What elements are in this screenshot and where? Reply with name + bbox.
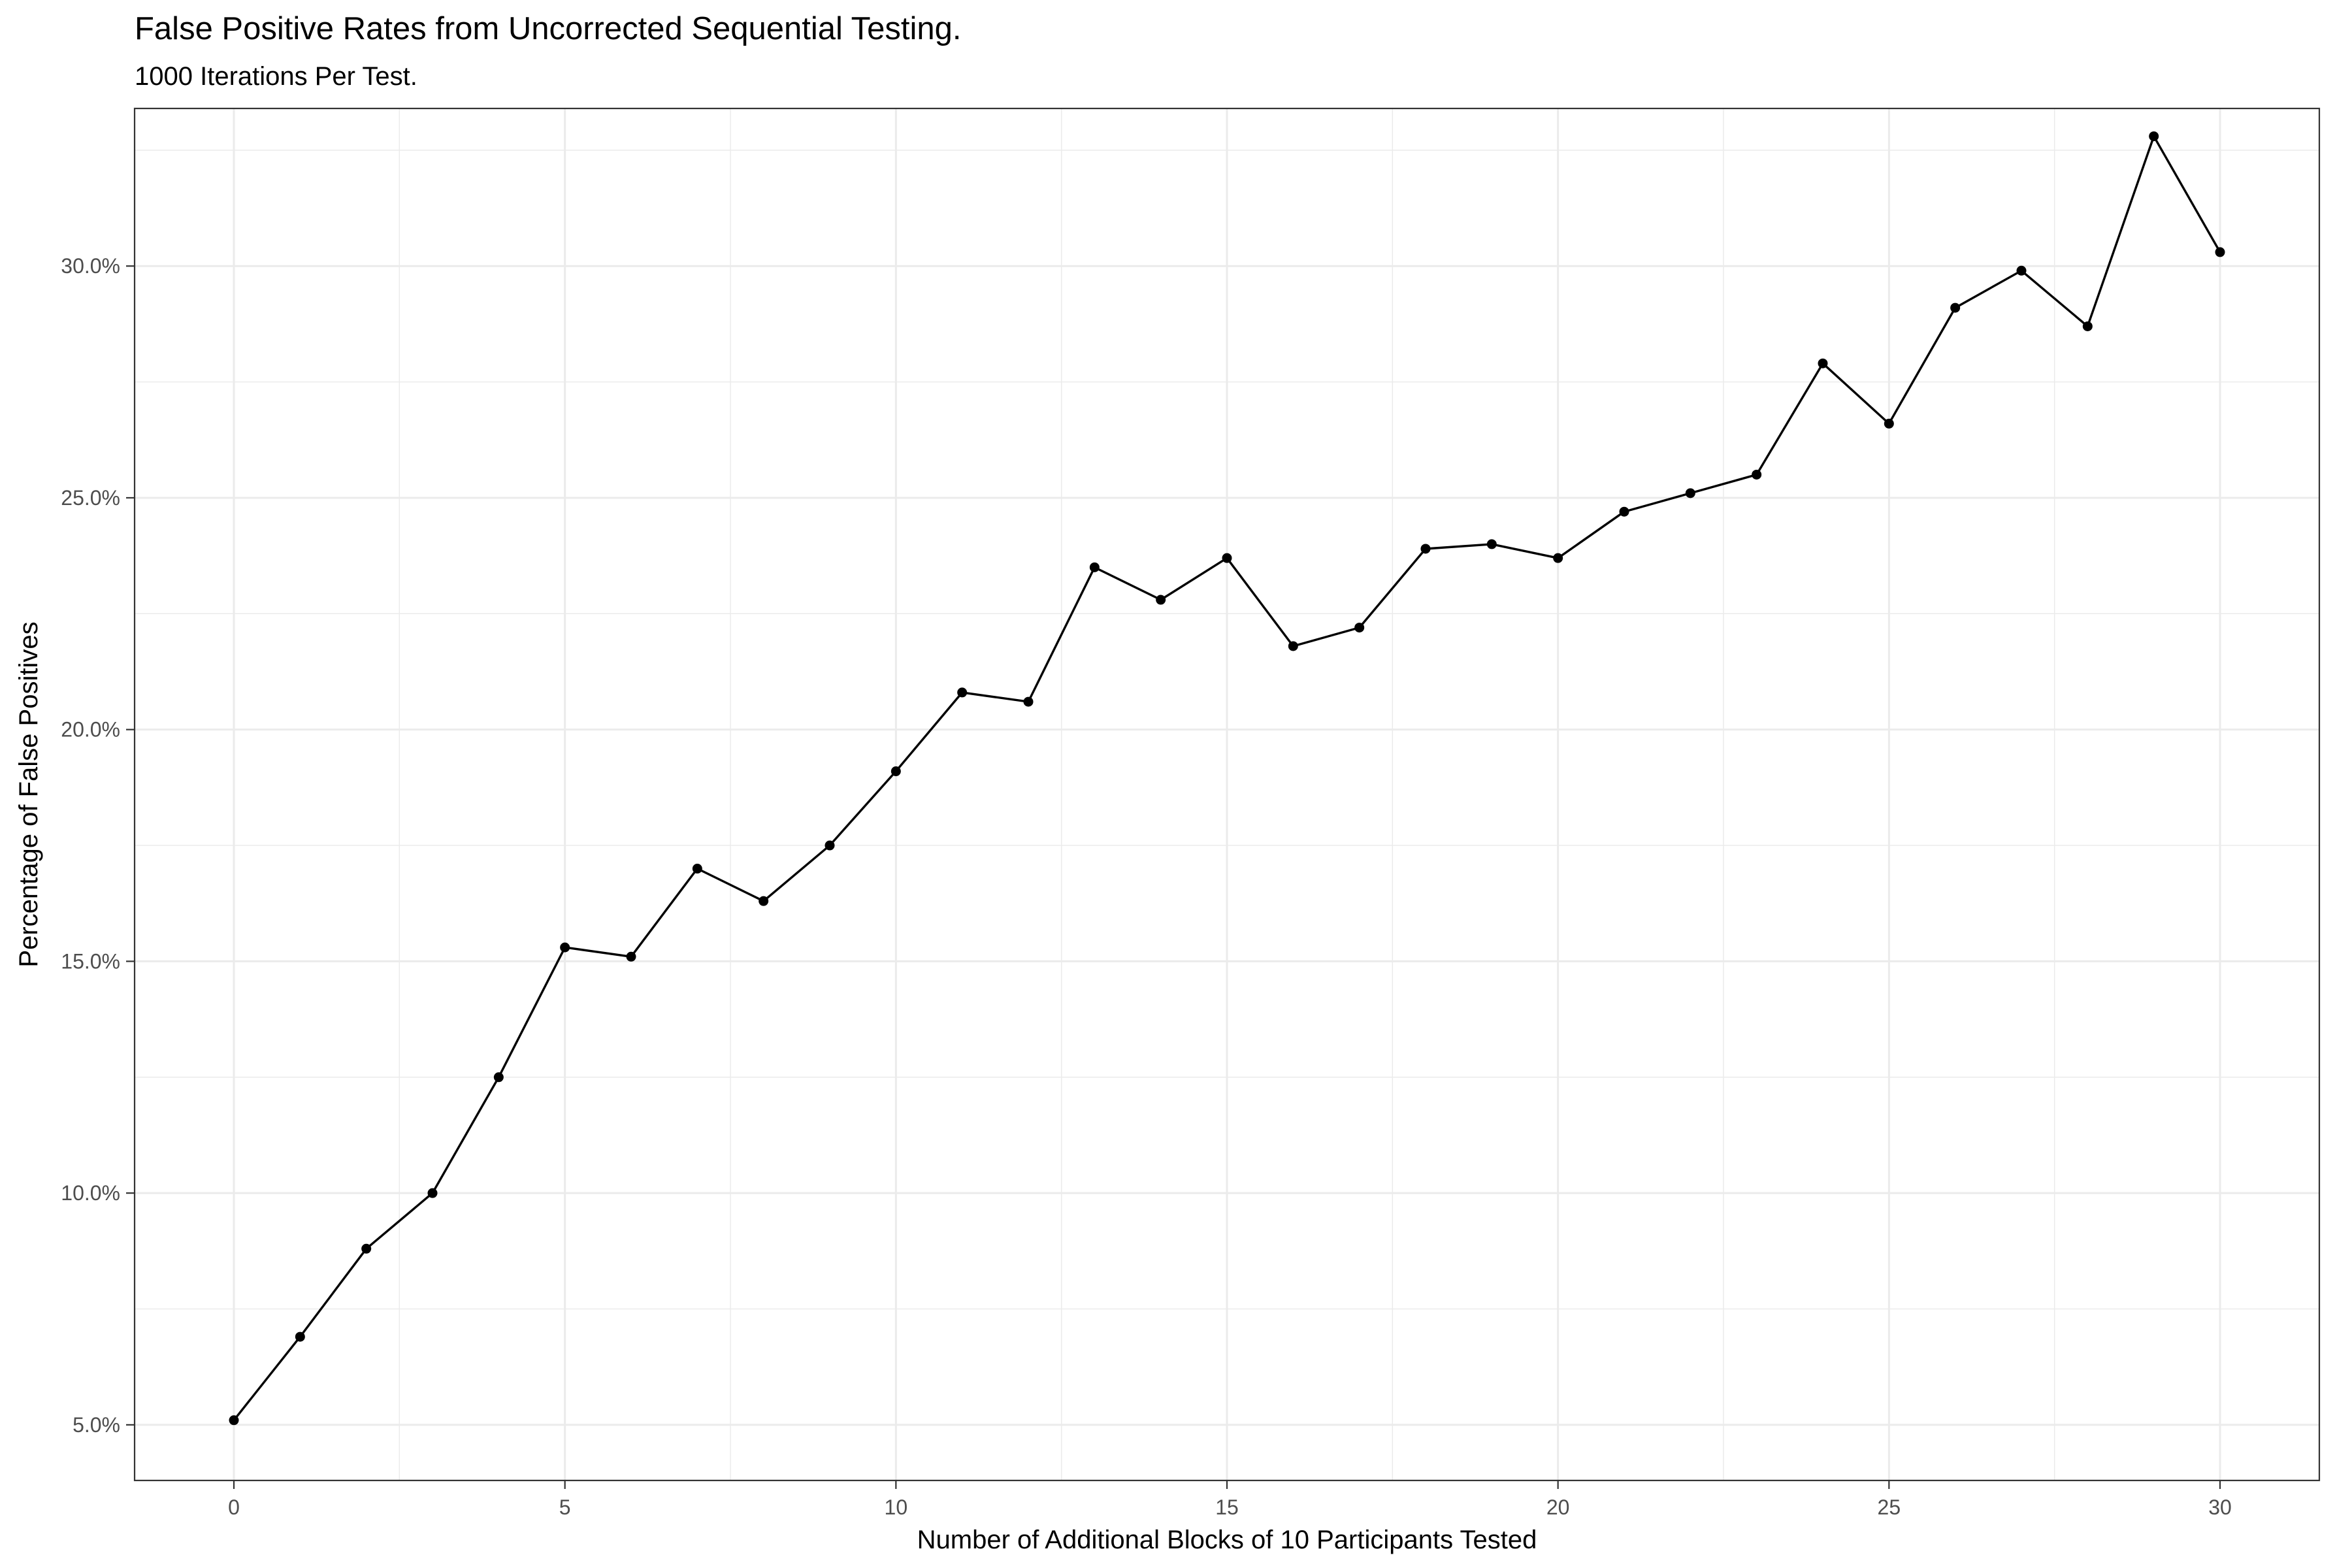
data-point xyxy=(626,951,636,962)
data-point xyxy=(560,942,570,953)
data-point xyxy=(2082,321,2093,331)
y-axis-title: Percentage of False Positives xyxy=(14,621,43,967)
data-point xyxy=(361,1243,372,1254)
data-point xyxy=(295,1331,305,1342)
data-point xyxy=(825,840,835,851)
x-tick-label: 30 xyxy=(2208,1495,2232,1519)
data-point xyxy=(1818,358,1828,368)
data-point xyxy=(2215,247,2225,257)
y-tick-label: 30.0% xyxy=(61,254,120,278)
x-tick-label: 20 xyxy=(1546,1495,1570,1519)
data-point xyxy=(1156,595,1166,605)
x-tick-label: 0 xyxy=(228,1495,240,1519)
data-point xyxy=(1288,641,1298,651)
data-point xyxy=(890,766,901,777)
y-axis: 5.0% 10.0% 15.0% 20.0% 25.0% 30.0% xyxy=(61,254,135,1437)
data-point xyxy=(957,687,968,698)
data-point xyxy=(1553,553,1563,563)
data-point xyxy=(1222,553,1232,563)
chart-subtitle: 1000 Iterations Per Test. xyxy=(135,62,417,91)
y-tick-label: 10.0% xyxy=(61,1181,120,1205)
y-tick-label: 20.0% xyxy=(61,718,120,742)
x-axis-title: Number of Additional Blocks of 10 Partic… xyxy=(917,1526,1537,1554)
data-point xyxy=(759,896,769,906)
data-point xyxy=(427,1188,438,1198)
series-layer xyxy=(229,131,2225,1426)
y-tick-label: 25.0% xyxy=(61,486,120,510)
data-point xyxy=(1420,544,1431,554)
chart-title: False Positive Rates from Uncorrected Se… xyxy=(135,11,962,46)
data-point xyxy=(2016,265,2027,276)
data-point xyxy=(1354,623,1365,633)
data-point xyxy=(1486,539,1497,549)
data-point xyxy=(1884,418,1894,429)
data-point xyxy=(1685,488,1695,498)
data-point xyxy=(2149,131,2159,142)
y-tick-label: 15.0% xyxy=(61,949,120,973)
x-axis: 0 5 10 15 20 25 30 xyxy=(228,1480,2232,1519)
data-point xyxy=(1089,562,1100,572)
x-tick-label: 5 xyxy=(559,1495,571,1519)
major-gridlines xyxy=(135,108,2319,1480)
data-point xyxy=(1619,506,1629,517)
y-tick-label: 5.0% xyxy=(73,1413,120,1437)
data-point xyxy=(1023,696,1034,707)
data-point xyxy=(1950,302,1961,313)
data-point xyxy=(692,864,702,874)
x-tick-label: 15 xyxy=(1215,1495,1239,1519)
x-tick-label: 25 xyxy=(1878,1495,1901,1519)
x-tick-label: 10 xyxy=(885,1495,908,1519)
data-point xyxy=(229,1415,239,1426)
data-point xyxy=(1752,469,1762,480)
data-point xyxy=(493,1072,504,1083)
